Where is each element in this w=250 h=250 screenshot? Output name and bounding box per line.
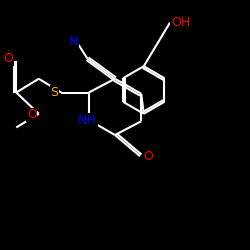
Text: S: S (50, 86, 58, 99)
Text: OH: OH (171, 16, 190, 29)
Text: NH: NH (78, 114, 97, 126)
Text: O: O (143, 150, 153, 163)
Text: O: O (27, 108, 37, 122)
Text: O: O (3, 52, 13, 65)
Text: N: N (68, 35, 78, 48)
